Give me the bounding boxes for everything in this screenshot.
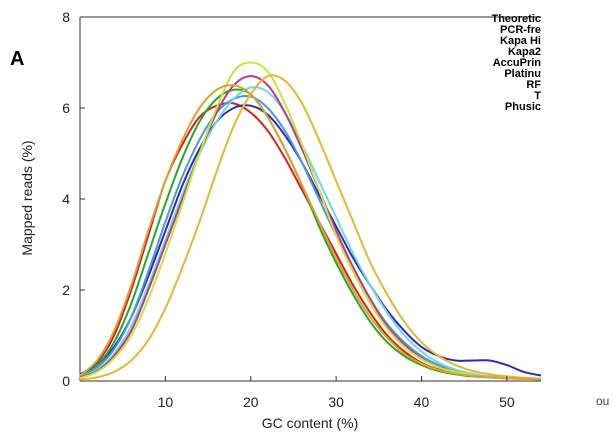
x-tick-label: 40 [414,394,430,410]
legend-entry: PCR-fre [500,24,541,36]
legend-entry: Phusic [505,101,541,113]
legend-entry: Kapa Hi [500,35,541,47]
x-tick-label: 50 [499,394,515,410]
legend-entry: RF [526,79,541,91]
x-axis-title: GC content (%) [262,415,358,431]
legend-entry: T [534,90,541,102]
series-line-9 [79,84,542,381]
series-line-5 [79,86,542,381]
overflow-tick-label: ou [596,394,609,408]
legend-entry: Kapa2 [508,46,541,58]
x-tick-label: 20 [243,394,259,410]
y-axis-title: Mapped reads (%) [19,140,35,255]
y-tick-label: 8 [62,9,70,25]
series-line-8 [79,74,542,381]
series-line-7 [79,61,542,381]
legend-entry: Platinu [504,68,541,80]
legend-entry: AccuPrin [493,57,542,69]
y-tick-label: 2 [62,282,70,298]
series-line-2 [79,104,542,377]
y-tick-label: 6 [62,100,70,116]
y-tick-label: 0 [62,373,70,389]
x-tick-label: 30 [328,394,344,410]
series-line-4 [79,94,542,380]
panel-label: A [10,48,25,70]
legend-entry: Theoretic [491,13,541,25]
x-tick-label: 10 [158,394,174,410]
series-layer [79,61,542,381]
plot-frame [79,16,541,382]
y-tick-label: 4 [62,191,70,207]
ticks-layer: 0 2 4 6 8 10 20 30 40 50 [62,9,515,410]
